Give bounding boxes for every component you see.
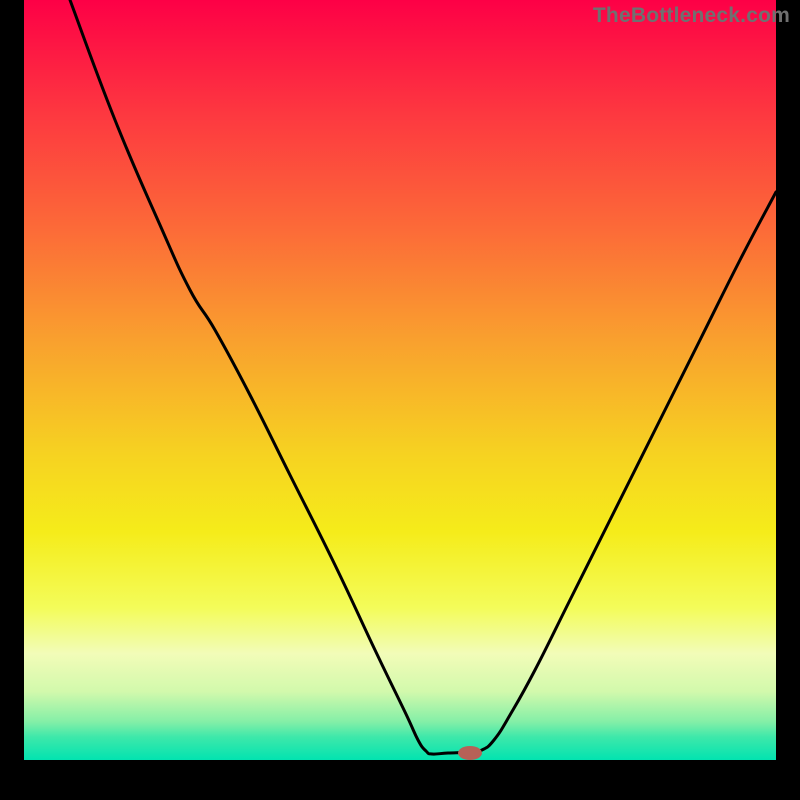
- bottleneck-chart: [0, 0, 800, 800]
- plot-area: [24, 0, 776, 760]
- watermark-text: TheBottleneck.com: [593, 4, 790, 28]
- chart-container: TheBottleneck.com: [0, 0, 800, 800]
- optimal-marker: [458, 746, 482, 760]
